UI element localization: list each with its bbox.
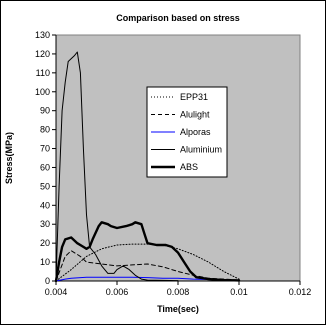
series-line-alulight [55,250,240,282]
series-lines [54,51,241,283]
y-tick-label: 110 [36,68,50,78]
y-tick-label: 20 [40,238,50,248]
x-tick-label: 0.012 [289,287,312,297]
chart-title: Comparison based on stress [116,13,240,23]
y-tick-label: 60 [40,162,50,172]
y-tick-label: 0 [45,276,50,286]
legend-label-alporas: Alporas [180,127,211,137]
x-tick-label: 0.01 [230,287,248,297]
series-line-aluminium [55,51,179,282]
y-tick-label: 120 [35,49,50,59]
legend-label-alulight: Alulight [180,110,210,120]
legend-label-aluminium: Aluminium [180,145,222,155]
x-tick-label: 0.008 [167,287,190,297]
legend-label-epp31: EPP31 [180,92,208,102]
y-tick-label: 90 [40,106,50,116]
x-tick-label: 0.004 [45,287,68,297]
y-tick-label: 130 [35,30,50,40]
y-tick-label: 100 [35,87,50,97]
y-tick-label: 40 [40,200,50,210]
legend: EPP31 Alulight Alporas Aluminium ABS [146,86,228,178]
series-line-abs [54,221,241,283]
y-tick-label: 50 [40,181,50,191]
y-tick-label: 30 [40,219,50,229]
y-tick-label: 10 [40,257,50,267]
legend-label-abs: ABS [180,162,198,172]
x-axis-label: Time(sec) [157,304,199,314]
y-tick-label: 70 [40,144,50,154]
y-axis-label: Stress(MPa) [4,132,14,184]
y-tick-label: 80 [40,125,50,135]
x-tick-label: 0.006 [106,287,129,297]
y-axis: 0 10 20 30 40 50 60 70 80 90 100 110 120 130 [35,30,57,286]
